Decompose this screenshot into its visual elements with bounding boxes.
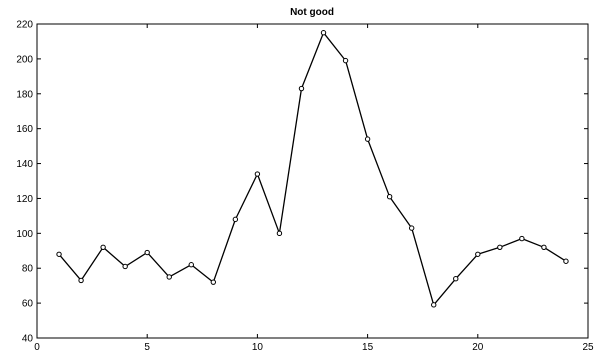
data-point [188, 262, 194, 268]
data-point [431, 302, 437, 308]
data-point [78, 277, 84, 284]
x-tick-label: 20 [472, 342, 484, 353]
data-point [541, 244, 547, 250]
data-point [144, 249, 150, 256]
plot-frame [36, 23, 589, 339]
x-tick-label: 10 [252, 342, 264, 353]
series-line [58, 32, 567, 306]
y-tick-label: 160 [16, 124, 33, 135]
data-point [408, 225, 415, 231]
data-point [232, 216, 239, 223]
y-tick-label: 60 [22, 299, 34, 310]
data-point [386, 194, 393, 200]
data-point [563, 258, 569, 264]
data-point [453, 275, 459, 282]
data-point [342, 57, 349, 64]
x-tick-label: 25 [582, 342, 594, 353]
y-tick-label: 100 [16, 229, 33, 240]
data-point [254, 171, 261, 177]
y-tick-label: 40 [22, 334, 34, 345]
data-point [519, 235, 525, 242]
y-tick-label: 180 [16, 89, 33, 100]
data-point [320, 30, 327, 36]
x-tick-label: 15 [362, 342, 374, 353]
series-layer [56, 30, 569, 308]
y-tick-label: 220 [16, 20, 33, 31]
x-tick-label: 5 [144, 342, 150, 353]
x-tick-label: 0 [34, 342, 40, 353]
y-tick-label: 140 [16, 159, 33, 170]
data-point [166, 274, 172, 280]
data-point [298, 85, 305, 92]
data-point [276, 230, 283, 237]
y-tick-label: 80 [22, 264, 34, 275]
data-point [210, 279, 217, 285]
x-axis: 0 5 10 15 20 25 [34, 24, 594, 353]
data-point [497, 244, 503, 250]
y-tick-label: 200 [16, 54, 33, 65]
data-point [475, 251, 481, 257]
data-point [100, 244, 106, 250]
chart-title: Not good [290, 7, 334, 18]
data-point [56, 251, 62, 257]
y-axis: 40 60 80 100 120 140 160 180 200 220 [16, 20, 588, 345]
y-tick-label: 120 [16, 194, 33, 205]
data-point [122, 263, 128, 270]
data-point [364, 136, 371, 142]
